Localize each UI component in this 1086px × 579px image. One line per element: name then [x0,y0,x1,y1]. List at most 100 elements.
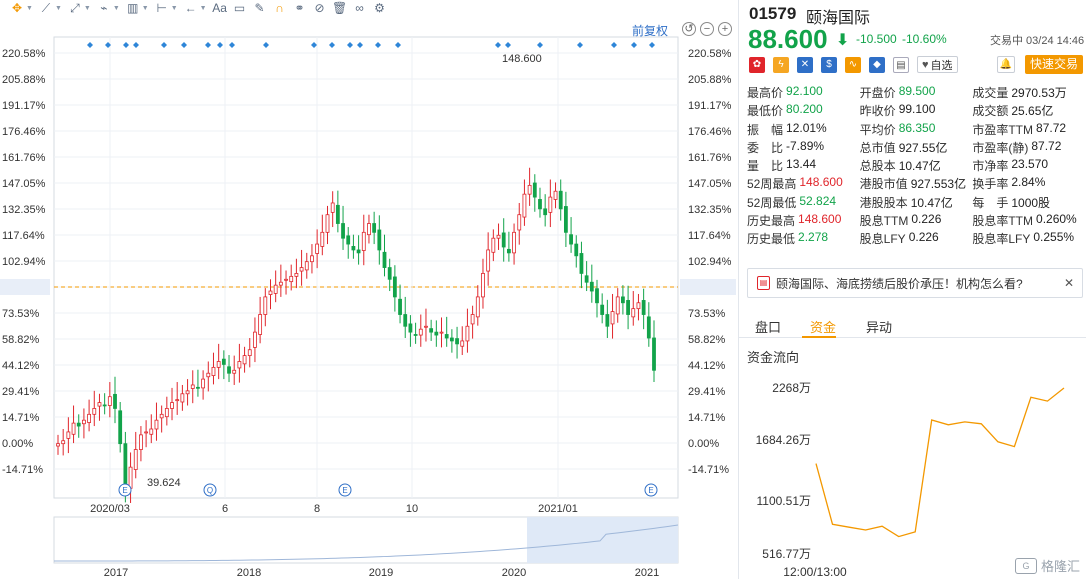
hide-tool[interactable]: ⊘ [313,0,327,16]
dividend-marker-icon[interactable] [133,42,139,48]
lightning-icon[interactable]: ϟ [773,56,789,73]
chevron-down-icon[interactable]: ▼ [112,4,120,12]
event-marker-e[interactable]: E [338,483,352,497]
measure-tool[interactable]: ⊢ ▼ [155,0,178,16]
stat-row: 振 幅 12.01% 平均价 86.350 市盈率TTM 87.72 [747,121,1085,139]
dividend-marker-icon[interactable] [263,42,269,48]
add-watchlist-button[interactable]: ♥ 自选 [917,56,958,73]
news-headline[interactable]: 颐海国际、海底捞绩后股价承压！机构怎么看? [776,276,1023,291]
stat-value: 0.260% [1036,212,1077,227]
trash-tool[interactable]: 🗑 [332,0,347,16]
dividend-marker-icon[interactable] [105,42,111,48]
chart-badge-icon[interactable]: ∿ [845,56,861,73]
adjust-mode-selector[interactable]: 前复权 [632,24,669,38]
candle-body [180,393,185,403]
zoom-out-icon[interactable]: − [700,22,714,36]
dividend-marker-icon[interactable] [357,42,363,48]
tag-icon[interactable]: ◆ [869,56,885,73]
link-tool[interactable]: ⚭ [293,0,307,16]
candle-body [403,314,408,327]
indicator-tool[interactable]: ▥ ▼ [126,0,149,16]
candle-body [377,229,382,251]
candle-body [392,276,397,298]
bell-icon[interactable]: 🔔 [997,56,1015,73]
dividend-marker-icon[interactable] [181,42,187,48]
candle-body [289,275,294,283]
doc-icon[interactable]: ▤ [893,56,909,73]
dividend-marker-icon[interactable] [577,42,583,48]
navigator-selection[interactable] [527,517,678,563]
stat-cell: 最高价 92.100 [747,84,860,102]
chevron-down-icon[interactable]: ▼ [26,4,33,12]
dividend-marker-icon[interactable] [395,42,401,48]
stat-value: 927.553亿 [910,177,967,192]
line-draw-tool[interactable]: ⟋ ▼ [39,0,62,16]
trend-line-tool[interactable]: ⤢ ▼ [68,0,91,16]
quick-trade-button[interactable]: 快速交易 [1025,55,1083,74]
stat-label: 股息TTM [859,214,909,229]
dividend-marker-icon[interactable] [611,42,617,48]
news-banner[interactable]: ▤ 颐海国际、海底捞绩后股价承压！机构怎么看? ✕ [747,268,1083,298]
chevron-down-icon[interactable]: ▼ [54,4,62,12]
pen-tool[interactable]: ✎ [253,0,267,16]
stat-label: 52周最低 [747,195,797,210]
undo-icon[interactable]: ↺ [682,22,696,36]
candle-body [579,253,584,274]
dividend-marker-icon[interactable] [329,42,335,48]
tab-fund-flow[interactable]: 资金 [810,320,837,335]
comment-tool[interactable]: ▭ [233,0,247,16]
candle-body [211,366,216,376]
chevron-down-icon[interactable]: ▼ [199,4,207,12]
stat-value: 148.600 [798,212,842,227]
chevron-down-icon[interactable]: ▼ [170,4,178,12]
candle-body [641,300,646,315]
event-marker-q[interactable]: Q [203,483,217,497]
wave-tool-tool[interactable]: ⌁ ▼ [97,0,120,16]
text-tool-tool[interactable]: Aa [212,0,227,16]
kline-chart-panel[interactable]: 220.58% 220.58% 205.88% 205.88% 191.17% 191.1… [0,16,738,579]
candle-body [548,196,553,213]
arrow-tool-tool[interactable]: ← ▼ [184,0,207,16]
stat-value: 25.65亿 [1011,104,1054,119]
stat-cell: 平均价 86.350 [860,121,973,139]
dividend-marker-icon[interactable] [311,42,317,48]
dividend-marker-icon[interactable] [87,42,93,48]
dividend-marker-icon[interactable] [347,42,353,48]
dividend-marker-icon[interactable] [205,42,211,48]
candle-body [232,369,237,374]
link-icon: ⚭ [294,1,305,15]
dividend-marker-icon[interactable] [123,42,129,48]
event-marker-e[interactable]: E [644,483,658,497]
chevron-down-icon[interactable]: ▼ [141,4,149,12]
crosshair-move-tool[interactable]: ✥ ▼ [10,0,33,16]
dividend-marker-icon[interactable] [375,42,381,48]
candle-body [242,355,247,365]
candle-body [61,440,66,445]
dividend-marker-icon[interactable] [537,42,543,48]
compare-tool[interactable]: ∞ [353,0,367,16]
dividend-marker-icon[interactable] [161,42,167,48]
stat-value: 52.824 [799,193,837,208]
close-icon[interactable]: ✕ [1063,276,1074,290]
dollar-icon[interactable]: $ [821,56,837,73]
tab-movement[interactable]: 异动 [866,320,893,335]
y-tick-label-right: 132.35% [688,204,732,216]
dividend-marker-icon[interactable] [217,42,223,48]
dividend-marker-icon[interactable] [505,42,511,48]
settings-tool[interactable]: ⚙ [373,0,387,16]
event-marker-e[interactable]: E [118,483,132,497]
magnet-tool[interactable]: ∩ [273,0,287,16]
shuffle-icon[interactable]: ✕ [797,56,813,73]
kline-chart[interactable]: 220.58% 220.58% 205.88% 205.88% 191.17% 191.1… [0,16,738,579]
dividend-marker-icon[interactable] [649,42,655,48]
chevron-down-icon[interactable]: ▼ [83,4,91,12]
dividend-marker-icon[interactable] [631,42,637,48]
hk-flag-icon[interactable]: ✿ [749,56,765,73]
candle-body [372,223,377,233]
stat-cell: 总股本 10.47亿 [860,157,973,175]
dividend-marker-icon[interactable] [229,42,235,48]
zoom-in-icon[interactable]: + [718,22,732,36]
drawing-toolbar: ✥ ▼ ⟋ ▼ ⤢ ▼ ⌁ ▼ ▥ ▼ ⊢ ▼ ← ▼ Aa ▭ ✎ ∩ ⚭ ⊘ 🗑 ∞ ⚙ [0,0,738,16]
dividend-marker-icon[interactable] [495,42,501,48]
tab-order-book[interactable]: 盘口 [755,320,782,335]
